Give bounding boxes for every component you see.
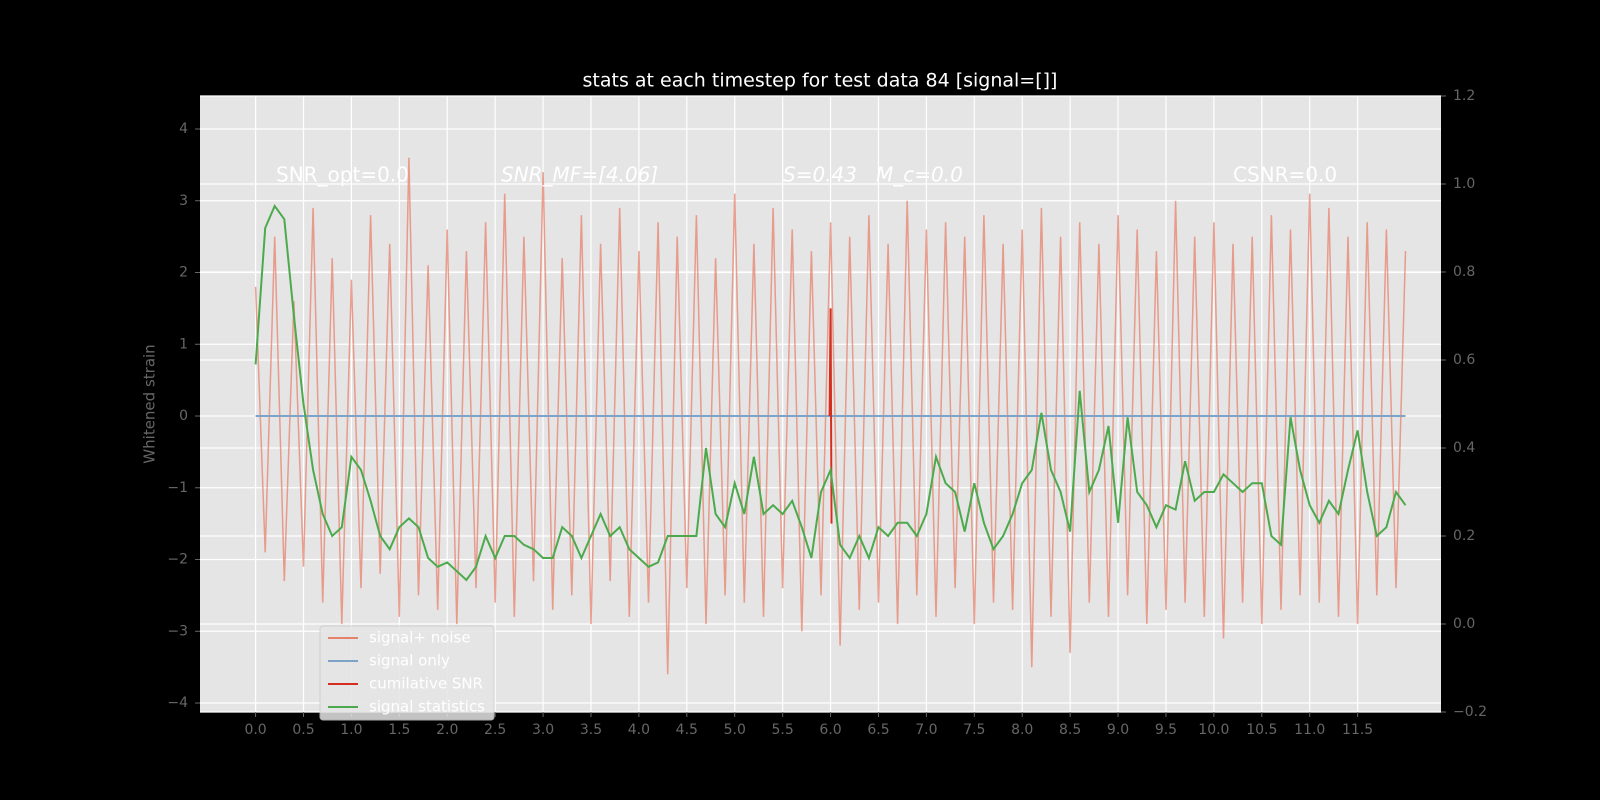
y2-tick-label: 0.4 [1453, 440, 1475, 456]
y2-tick-label: 0.2 [1453, 528, 1475, 544]
y2-tick-label: 1.0 [1453, 176, 1475, 192]
y2-tick-label: −0.2 [1453, 704, 1487, 720]
annotation: S=0.43 [783, 163, 857, 187]
plot-area [200, 96, 1441, 712]
legend-box [319, 625, 495, 721]
annotation: SNR_MF=[4.06] [501, 163, 658, 187]
x-tick-label: 7.5 [963, 722, 985, 738]
x-tick-label: 11.5 [1342, 722, 1373, 738]
y-tick-label: 4 [179, 121, 188, 137]
y2-tick-label: 0.8 [1453, 264, 1475, 280]
x-tick-label: 9.5 [1155, 722, 1177, 738]
x-tick-label: 3.0 [532, 722, 554, 738]
x-tick-label: 1.0 [340, 722, 362, 738]
series-line [254, 157, 1407, 675]
x-tick-label: 2.5 [484, 722, 506, 738]
x-tick-label: 10.0 [1198, 722, 1229, 738]
x-tick-label: 6.0 [819, 722, 841, 738]
chart-title: stats at each timestep for test data 84 … [583, 70, 1058, 92]
y-tick-label: 3 [179, 193, 188, 209]
series-line [828, 308, 833, 524]
x-tick-label: 5.0 [724, 722, 746, 738]
y-tick-label: −3 [167, 623, 188, 639]
x-tick-label: 11.0 [1294, 722, 1325, 738]
plot-lines [254, 157, 1407, 675]
x-tick-label: 4.0 [628, 722, 650, 738]
labels: −4 −3 −2 −1 0 1 2 3 4 −0.2 0.0 0.2 0.4 0.6 0.8 1.0 1.2 0.… [167, 88, 1487, 738]
legend-label: signal+ noise [369, 629, 471, 647]
x-tick-label: 3.5 [580, 722, 602, 738]
y-tick-label: 0 [179, 408, 188, 424]
x-tick-label: 0.0 [244, 722, 266, 738]
y-tick-label: 2 [179, 265, 188, 281]
y2-tick-label: 0.0 [1453, 616, 1475, 632]
y2-tick-label: 0.6 [1453, 352, 1475, 368]
series-line [254, 203, 1407, 582]
x-tick-label: 0.5 [292, 722, 314, 738]
legend-label: signal only [369, 652, 450, 670]
x-tick-label: 4.5 [676, 722, 698, 738]
y-tick-label: −4 [167, 695, 188, 711]
y-tick-label: 1 [179, 336, 188, 352]
y-tick-label: −2 [167, 552, 188, 568]
x-tick-label: 5.5 [772, 722, 794, 738]
x-tick-label: 8.5 [1059, 722, 1081, 738]
annotation: M_c=0.0 [876, 163, 963, 187]
x-tick-label: 2.0 [436, 722, 458, 738]
x-tick-label: 1.5 [388, 722, 410, 738]
legend-label: signal statistics [369, 698, 485, 716]
x-tick-label: 7.0 [915, 722, 937, 738]
y2-tick-label: 1.2 [1453, 88, 1475, 104]
annotation: SNR_opt=0.0 [276, 163, 409, 187]
x-tick-label: 6.5 [867, 722, 889, 738]
annotation: CSNR=0.0 [1233, 163, 1337, 187]
x-tick-label: 8.0 [1011, 722, 1033, 738]
x-tick-label: 10.5 [1246, 722, 1277, 738]
y-tick-label: −1 [167, 480, 188, 496]
x-tick-label: 9.0 [1107, 722, 1129, 738]
legend-label: cumilative SNR [369, 675, 483, 693]
y-axis-label: Whitened strain [141, 344, 159, 463]
